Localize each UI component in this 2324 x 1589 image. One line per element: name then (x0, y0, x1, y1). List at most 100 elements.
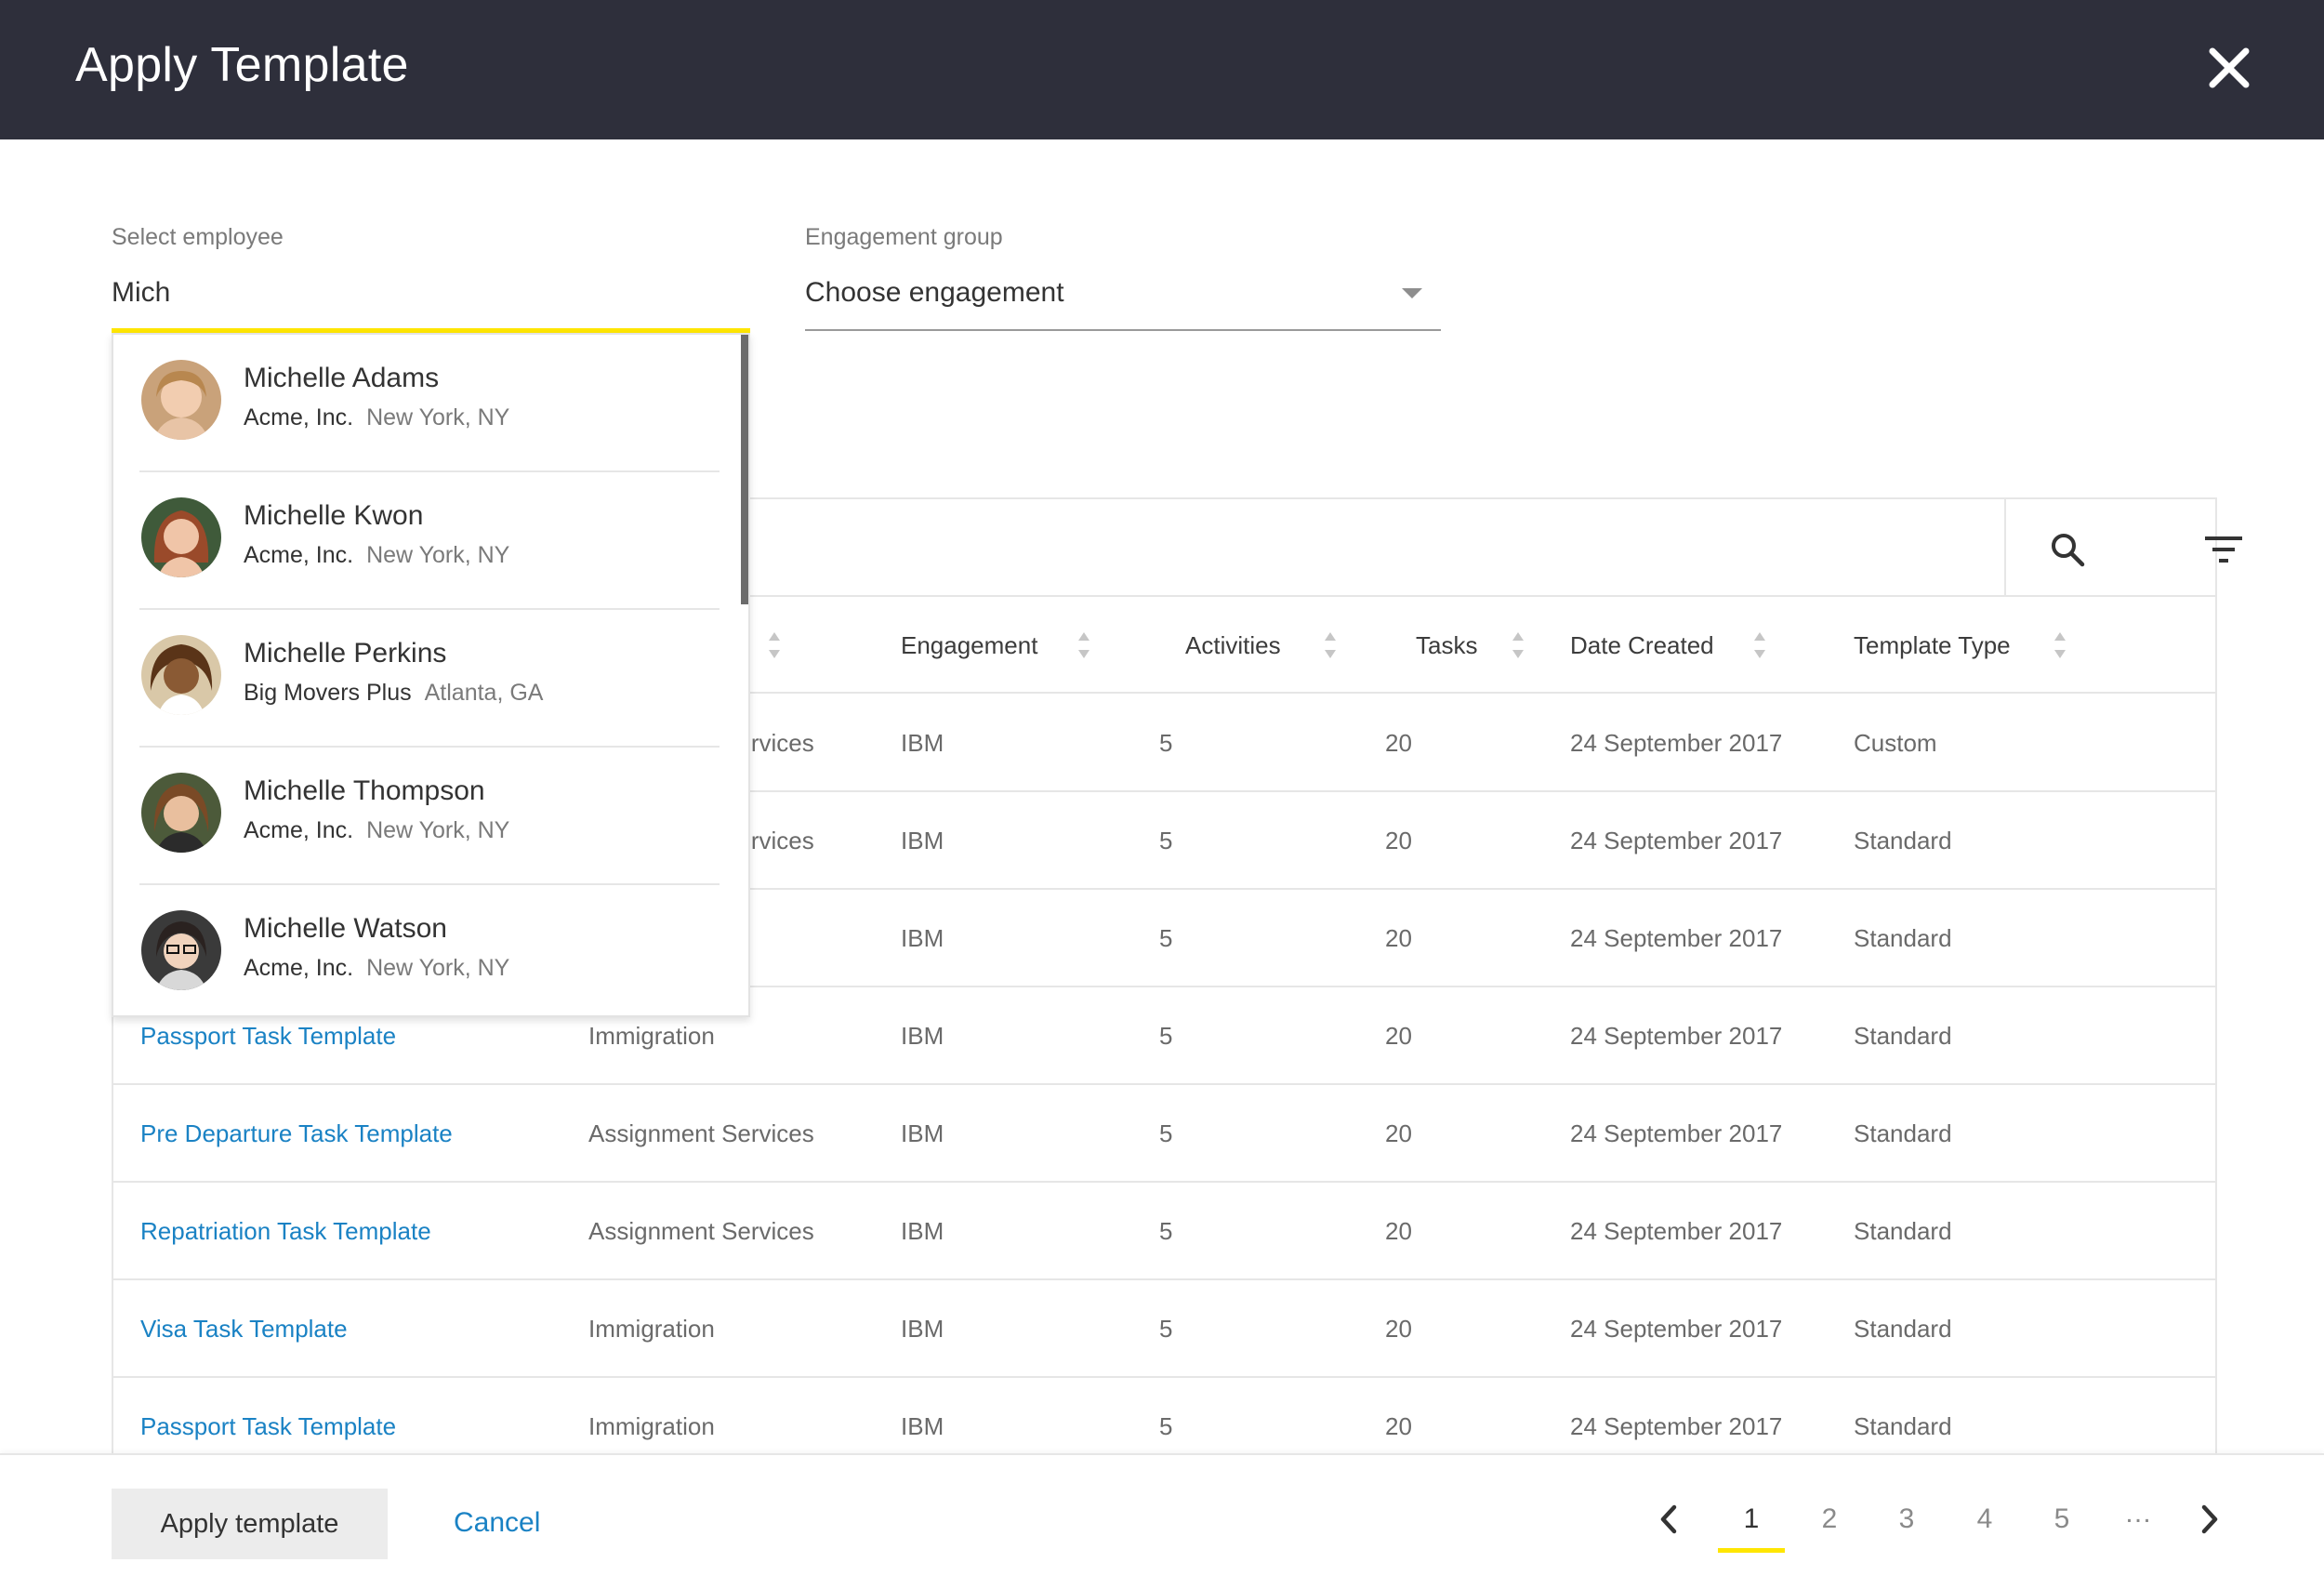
chevron-left-icon[interactable] (1657, 1503, 1680, 1535)
column-header-tasks[interactable]: Tasks (1416, 631, 1478, 659)
template-tasks: 20 (1385, 1119, 1412, 1147)
chevron-right-icon[interactable] (2199, 1503, 2221, 1535)
sort-icon[interactable] (1076, 630, 1091, 660)
template-type: Standard (1854, 1119, 1952, 1147)
dialog-title: Apply Template (75, 38, 409, 92)
template-name-link[interactable]: Passport Task Template (140, 1412, 397, 1440)
template-name-link[interactable]: Repatriation Task Template (140, 1217, 431, 1245)
avatar (141, 497, 221, 577)
page-4[interactable]: 4 (1976, 1503, 1993, 1534)
table-row[interactable]: Pre Departure Task Template Assignment S… (113, 1085, 2215, 1183)
template-group: Immigration (588, 1022, 715, 1050)
template-type: Standard (1854, 1315, 1952, 1343)
template-activities: 5 (1159, 1022, 1173, 1050)
employee-location: New York, NY (366, 542, 510, 568)
template-group: Assignment Services (588, 1217, 814, 1245)
column-header-date-created[interactable]: Date Created (1570, 631, 1714, 659)
template-date: 24 September 2017 (1570, 1217, 1783, 1245)
employee-option[interactable]: Michelle Adams Acme, Inc. New York, NY (113, 335, 727, 472)
employee-suggestions-dropdown: Michelle Adams Acme, Inc. New York, NY Mi… (112, 333, 750, 1017)
dropdown-scrollbar[interactable] (741, 335, 748, 604)
page-ellipsis[interactable]: … (2124, 1498, 2152, 1529)
option-divider (139, 470, 720, 472)
table-toolbar (113, 499, 2242, 597)
employee-company: Acme, Inc. New York, NY (244, 817, 509, 844)
search-icon[interactable] (2049, 531, 2086, 568)
employee-name: Michelle Kwon (244, 500, 424, 531)
template-type: Standard (1854, 827, 1952, 854)
template-tasks: 20 (1385, 1022, 1412, 1050)
employee-company-name: Acme, Inc. (244, 542, 354, 568)
template-type: Standard (1854, 1217, 1952, 1245)
dialog-footer: Apply template Cancel 1 2 3 4 5 … (0, 1453, 2324, 1589)
sort-icon[interactable] (1752, 630, 1767, 660)
employee-location: New York, NY (366, 817, 510, 843)
template-engagement: IBM (901, 924, 944, 952)
table-row[interactable]: Visa Task Template Immigration IBM 5 20 … (113, 1280, 2215, 1378)
template-type: Standard (1854, 1412, 1952, 1440)
template-date: 24 September 2017 (1570, 1412, 1783, 1440)
caret-down-icon[interactable] (1402, 288, 1422, 298)
employee-option[interactable]: Michelle Watson Acme, Inc. New York, NY (113, 885, 727, 1015)
avatar (141, 635, 221, 715)
employee-company-name: Acme, Inc. (244, 817, 354, 843)
employee-company: Acme, Inc. New York, NY (244, 542, 509, 569)
avatar (141, 360, 221, 440)
cancel-button[interactable]: Cancel (454, 1507, 541, 1538)
column-header-activities[interactable]: Activities (1185, 631, 1281, 659)
employee-location: New York, NY (366, 404, 510, 430)
active-page-indicator (1718, 1548, 1785, 1553)
table-row[interactable]: Repatriation Task Template Assignment Se… (113, 1183, 2215, 1280)
template-name-link[interactable]: Pre Departure Task Template (140, 1119, 453, 1147)
employee-name: Michelle Watson (244, 913, 447, 944)
template-engagement: IBM (901, 1315, 944, 1343)
template-tasks: 20 (1385, 1412, 1412, 1440)
column-header-template-type[interactable]: Template Type (1854, 631, 2011, 659)
employee-name: Michelle Adams (244, 363, 440, 393)
template-date: 24 September 2017 (1570, 729, 1783, 757)
template-name-link[interactable]: Passport Task Template (140, 1022, 397, 1050)
engagement-select[interactable]: Choose engagement (805, 277, 1064, 308)
table-row[interactable]: Passport Task Template Immigration IBM 5… (113, 987, 2215, 1085)
employee-input-underline (112, 328, 750, 333)
sort-icon[interactable] (2053, 630, 2067, 660)
engagement-field-label: Engagement group (805, 224, 1003, 250)
sort-icon[interactable] (767, 630, 782, 660)
column-header-engagement[interactable]: Engagement (901, 631, 1038, 659)
template-type: Custom (1854, 729, 1937, 757)
table-row[interactable]: IBM 5 20 24 September 2017 Standard (113, 890, 2215, 987)
table-header: Engagement Activities Tasks Date Created… (113, 597, 2215, 694)
filter-icon[interactable] (2203, 535, 2244, 564)
page-2[interactable]: 2 (1821, 1503, 1838, 1534)
template-date: 24 September 2017 (1570, 1022, 1783, 1050)
apply-template-button[interactable]: Apply template (112, 1489, 388, 1559)
employee-company-name: Big Movers Plus (244, 680, 412, 706)
template-date: 24 September 2017 (1570, 1119, 1783, 1147)
page-3[interactable]: 3 (1898, 1503, 1915, 1534)
template-activities: 5 (1159, 729, 1173, 757)
template-activities: 5 (1159, 1412, 1173, 1440)
employee-search-input[interactable]: Mich (112, 277, 171, 308)
employee-option[interactable]: Michelle Perkins Big Movers Plus Atlanta,… (113, 610, 727, 748)
template-activities: 5 (1159, 1119, 1173, 1147)
employee-company-name: Acme, Inc. (244, 404, 354, 430)
employee-company: Big Movers Plus Atlanta, GA (244, 680, 543, 707)
employee-company: Acme, Inc. New York, NY (244, 404, 509, 431)
template-tasks: 20 (1385, 1217, 1412, 1245)
page-1[interactable]: 1 (1743, 1503, 1760, 1534)
avatar (141, 910, 221, 990)
sort-icon[interactable] (1511, 630, 1525, 660)
template-tasks: 20 (1385, 924, 1412, 952)
sort-icon[interactable] (1323, 630, 1338, 660)
employee-name: Michelle Thompson (244, 775, 485, 806)
employee-option[interactable]: Michelle Kwon Acme, Inc. New York, NY (113, 472, 727, 610)
employee-option[interactable]: Michelle Thompson Acme, Inc. New York, NY (113, 748, 727, 885)
engagement-select-underline (805, 329, 1441, 331)
template-type: Standard (1854, 924, 1952, 952)
page-5[interactable]: 5 (2053, 1503, 2070, 1534)
template-engagement: IBM (901, 1412, 944, 1440)
close-icon[interactable] (2203, 42, 2255, 94)
template-name-link[interactable]: Visa Task Template (140, 1315, 348, 1343)
template-type: Standard (1854, 1022, 1952, 1050)
